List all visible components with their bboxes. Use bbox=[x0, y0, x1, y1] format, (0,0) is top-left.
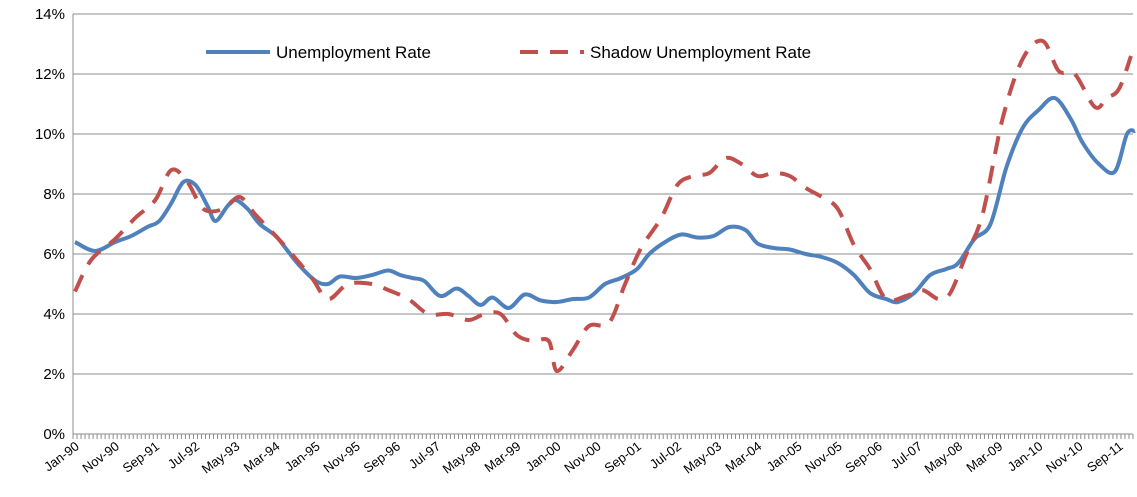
x-tick-label: Jul-92 bbox=[165, 438, 202, 471]
series-layer bbox=[73, 38, 1136, 373]
x-tick-label: Jan-90 bbox=[41, 438, 82, 474]
x-tick-label: May-98 bbox=[440, 438, 484, 476]
x-tick-label: Nov-05 bbox=[802, 438, 845, 475]
y-tick-label: 8% bbox=[43, 186, 65, 203]
y-axis-ticks: 0% 2% 4% 6% 8% 10% 12% 14% bbox=[35, 6, 65, 443]
x-tick-label: Nov-90 bbox=[79, 438, 122, 475]
legend: Unemployment Rate Shadow Unemployment Rat… bbox=[206, 43, 811, 62]
x-tick-label: Jan-10 bbox=[1005, 438, 1046, 474]
x-tick-label: May-08 bbox=[921, 438, 965, 476]
y-tick-label: 12% bbox=[35, 66, 65, 83]
y-tick-label: 0% bbox=[43, 426, 65, 443]
y-tick-label: 10% bbox=[35, 126, 65, 143]
legend-label-shadow-unemployment-rate: Shadow Unemployment Rate bbox=[590, 43, 811, 62]
series-line-unemployment-rate bbox=[74, 95, 1136, 310]
x-tick-label: May-03 bbox=[681, 438, 725, 476]
x-tick-label: Nov-95 bbox=[320, 438, 363, 475]
x-tick-label: Jan-05 bbox=[764, 438, 805, 474]
x-tick-label: Nov-00 bbox=[561, 438, 604, 475]
x-tick-label: Jan-95 bbox=[282, 438, 323, 474]
x-tick-label: Mar-99 bbox=[482, 438, 524, 475]
x-tick-label: Jul-07 bbox=[888, 438, 925, 471]
x-tick-label: Sep-01 bbox=[601, 438, 644, 475]
x-tick-label: Mar-94 bbox=[241, 438, 283, 475]
x-tick-label: Sep-06 bbox=[842, 438, 885, 475]
y-tick-label: 6% bbox=[43, 246, 65, 263]
x-tick-label: Jan-00 bbox=[523, 438, 564, 474]
series-line-shadow-unemployment-rate bbox=[73, 38, 1133, 373]
x-tick-label: Sep-91 bbox=[120, 438, 163, 475]
y-tick-label: 4% bbox=[43, 306, 65, 323]
x-tick-label: Mar-04 bbox=[722, 438, 764, 475]
x-tick-label: Jul-97 bbox=[406, 438, 443, 471]
x-tick-label: May-93 bbox=[199, 438, 243, 476]
x-tick-label: Nov-10 bbox=[1043, 438, 1086, 475]
y-tick-label: 14% bbox=[35, 6, 65, 23]
legend-label-unemployment-rate: Unemployment Rate bbox=[276, 43, 431, 62]
gridlines bbox=[73, 13, 1133, 435]
y-tick-label: 2% bbox=[43, 366, 65, 383]
x-axis bbox=[72, 14, 1134, 439]
x-tick-label: Jul-02 bbox=[647, 438, 684, 471]
x-tick-label: Sep-11 bbox=[1084, 438, 1126, 475]
x-tick-label: Mar-09 bbox=[963, 438, 1005, 475]
x-tick-label: Sep-96 bbox=[361, 438, 404, 475]
